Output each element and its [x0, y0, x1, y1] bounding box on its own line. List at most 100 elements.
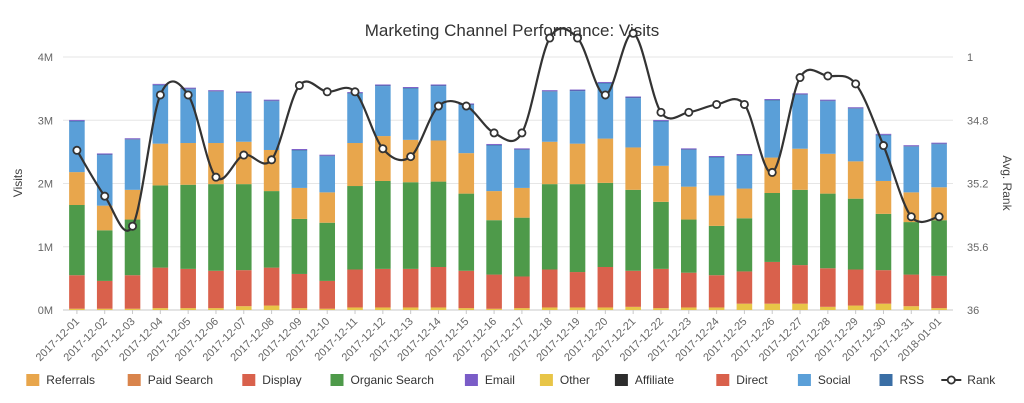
bar-segment	[69, 308, 85, 310]
bar-segment	[208, 91, 224, 92]
bar-segment	[931, 142, 947, 144]
bar-segment	[708, 157, 725, 196]
legend-swatch	[127, 374, 141, 386]
bar-segment	[458, 308, 475, 310]
rank-point	[934, 212, 944, 222]
rank-point	[656, 107, 666, 117]
bar-segment	[235, 306, 252, 310]
bar-segment	[430, 307, 447, 310]
bar-segment	[903, 274, 920, 307]
bar-segment	[375, 136, 391, 181]
bar-segment	[653, 121, 669, 166]
bar-segment	[514, 149, 530, 150]
legend-item[interactable]: Organic Search	[330, 373, 434, 387]
bar-segment	[597, 83, 614, 139]
bar-segment	[69, 120, 85, 122]
bar-segment	[402, 87, 419, 88]
legend-item[interactable]: Direct	[716, 373, 768, 387]
bar-segment	[402, 268, 419, 308]
bar-segment	[597, 138, 614, 183]
legend-item[interactable]: Other	[539, 373, 590, 387]
bar-segment	[820, 99, 836, 101]
bar-segment	[680, 186, 697, 220]
bar-segment	[820, 153, 836, 194]
legend-label: Referrals	[46, 373, 95, 387]
bar-segment	[764, 192, 781, 262]
legend-item[interactable]: Paid Search	[127, 373, 213, 387]
legend-item[interactable]: RSS	[879, 373, 925, 387]
legend-label: Email	[485, 373, 515, 387]
bar-segment	[847, 269, 864, 306]
y-tick-label: 0M	[38, 305, 53, 317]
bar-segment	[541, 90, 558, 92]
legend-swatch	[797, 374, 811, 386]
rank-point	[433, 101, 443, 111]
rank-point	[851, 79, 861, 89]
bar-segment	[736, 155, 753, 189]
bar-segment	[319, 192, 336, 223]
bar-segment	[514, 148, 530, 150]
bar-segment	[208, 90, 224, 92]
legend-swatch	[879, 374, 893, 386]
bar-segment	[792, 265, 808, 304]
bar-segment	[263, 101, 280, 150]
bar-segment	[69, 119, 85, 121]
bar-segment	[96, 153, 113, 155]
bar-segment	[514, 149, 530, 188]
bar-segment	[263, 267, 280, 306]
bar-segment	[569, 89, 586, 91]
bar-segment	[541, 91, 558, 92]
bar-segment	[180, 308, 196, 310]
rank-point	[100, 191, 110, 201]
bar-segment	[375, 85, 391, 87]
legend-label: Rank	[967, 373, 996, 387]
bar-segment	[291, 218, 308, 274]
legend-item[interactable]: Display	[242, 373, 302, 387]
bar-segment	[931, 220, 947, 276]
legend-item[interactable]: Email	[464, 373, 515, 387]
legend-item[interactable]: Affiliate	[614, 373, 674, 387]
bar-segment	[180, 143, 196, 185]
bar-segment	[569, 91, 586, 144]
legend-label: Direct	[736, 373, 768, 387]
bar-segment	[569, 272, 586, 308]
bar-segment	[291, 149, 308, 150]
bar-segment	[875, 133, 892, 135]
bar-segment	[291, 273, 308, 309]
rank-point	[128, 221, 138, 231]
bar-segment	[235, 184, 252, 271]
bar-segment	[931, 144, 947, 188]
legend-item[interactable]: Referrals	[26, 373, 95, 387]
legend-label: Social	[818, 373, 851, 387]
bar-segment	[569, 90, 586, 92]
x-axis-ticks: 2017-12-012017-12-022017-12-032017-12-04…	[34, 310, 944, 364]
bar-segment	[653, 201, 669, 269]
bar-segment	[764, 99, 781, 101]
bar-segment	[625, 147, 641, 190]
bar-segment	[180, 87, 196, 89]
bar-segment	[458, 105, 475, 154]
bar-segment	[514, 276, 530, 309]
legend-item[interactable]: Rank	[941, 373, 996, 387]
bar-segment	[347, 307, 363, 310]
legend-label: Affiliate	[635, 373, 674, 387]
bar-segment	[847, 198, 864, 270]
y-axis-ticks: 0M 1M 2M 3M 4M	[38, 52, 53, 317]
bar-segment	[514, 187, 530, 218]
rank-point	[461, 101, 471, 111]
bar-segment	[764, 100, 781, 158]
bar-segment	[541, 307, 558, 310]
bar-segment	[708, 307, 725, 310]
bar-segment	[486, 308, 502, 310]
bar-segment	[514, 217, 530, 277]
bar-segment	[792, 94, 808, 95]
bar-segment	[792, 94, 808, 149]
bar-segment	[124, 139, 141, 140]
rank-line	[75, 27, 940, 232]
bar-segment	[402, 307, 419, 310]
bar-segment	[680, 307, 697, 310]
legend-item[interactable]: Social	[797, 373, 851, 387]
bar-segment	[597, 307, 614, 310]
